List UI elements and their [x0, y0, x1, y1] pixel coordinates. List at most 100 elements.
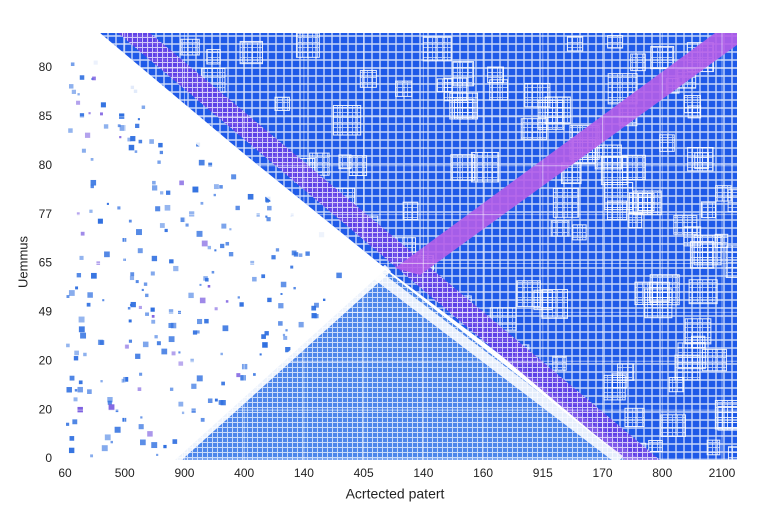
dot — [140, 439, 146, 446]
mesh-square — [449, 92, 479, 120]
dot — [128, 339, 133, 343]
mesh-square — [607, 35, 624, 49]
dot — [214, 398, 218, 402]
dot — [130, 301, 136, 308]
dot — [236, 373, 241, 378]
mesh-square — [422, 36, 452, 62]
mesh-square — [727, 446, 737, 460]
dot — [74, 350, 79, 356]
mesh-square — [648, 439, 663, 452]
dot — [200, 201, 204, 205]
dot — [278, 321, 283, 326]
dot — [123, 376, 129, 382]
dot — [200, 417, 205, 422]
dot — [90, 158, 94, 161]
dot — [188, 292, 194, 299]
dot — [73, 356, 79, 361]
y-tick-label: 20 — [39, 353, 53, 367]
dot — [135, 123, 140, 129]
dot — [78, 316, 85, 323]
dot — [185, 223, 189, 227]
mesh-square — [239, 40, 264, 65]
mesh-square — [516, 280, 541, 307]
dot — [103, 124, 109, 129]
dots — [66, 60, 342, 458]
dot — [130, 272, 135, 277]
dot — [138, 424, 144, 430]
dot — [75, 286, 79, 290]
x-tick-label: 170 — [593, 466, 613, 480]
grid — [62, 33, 737, 460]
dot — [221, 223, 227, 229]
dot — [170, 322, 177, 329]
dot — [205, 277, 209, 282]
dot — [311, 305, 317, 311]
white-diagonal — [171, 264, 392, 460]
dot — [192, 186, 199, 193]
dot — [166, 190, 171, 195]
dot — [252, 276, 257, 282]
dot — [180, 217, 186, 223]
dot — [81, 148, 86, 153]
lower-mesh — [175, 270, 625, 460]
dot — [154, 335, 158, 339]
dot — [253, 373, 256, 376]
dot — [225, 241, 230, 246]
dot — [104, 251, 110, 258]
mesh-square — [649, 274, 680, 306]
dot — [128, 219, 132, 223]
mesh-square — [395, 80, 413, 97]
dot — [150, 307, 155, 312]
mesh-square — [552, 355, 567, 371]
dot — [178, 361, 184, 366]
dot — [83, 352, 87, 357]
dot — [229, 228, 232, 231]
dot — [157, 160, 161, 164]
dot — [178, 401, 184, 407]
mesh-square — [572, 224, 587, 241]
dot — [172, 439, 178, 444]
white-diagonal — [62, 34, 624, 460]
dot — [262, 342, 268, 348]
dot — [97, 339, 104, 345]
mesh-square — [624, 407, 645, 428]
dot — [169, 259, 174, 264]
dot — [267, 205, 272, 211]
dot — [141, 288, 144, 292]
dot — [145, 293, 149, 298]
dot — [228, 251, 234, 257]
dot — [283, 335, 288, 340]
dot — [161, 348, 168, 355]
dot — [265, 196, 271, 202]
dot — [86, 302, 91, 307]
dot — [77, 93, 80, 96]
dot — [76, 212, 80, 216]
mesh-square — [628, 212, 643, 229]
dot — [77, 386, 83, 393]
mesh-square — [727, 189, 737, 213]
dot — [199, 297, 206, 304]
y-tick-label: 49 — [39, 305, 53, 319]
dot — [139, 372, 143, 376]
dot — [88, 112, 91, 115]
dot — [101, 445, 108, 452]
dot — [66, 343, 70, 348]
dot — [141, 105, 146, 109]
dot — [84, 132, 91, 138]
dot — [293, 252, 299, 257]
dot — [140, 416, 143, 419]
dot — [76, 273, 82, 278]
dot — [163, 444, 167, 449]
mesh-square — [701, 201, 716, 219]
dot — [267, 297, 272, 303]
mesh-square — [688, 279, 718, 305]
dot — [92, 76, 96, 81]
dot — [117, 124, 121, 128]
dot — [79, 75, 85, 80]
dot — [278, 303, 284, 309]
dot — [147, 431, 153, 437]
mesh-square — [660, 414, 686, 437]
mesh-square — [332, 104, 362, 136]
dot — [250, 260, 255, 265]
dot — [178, 351, 181, 354]
